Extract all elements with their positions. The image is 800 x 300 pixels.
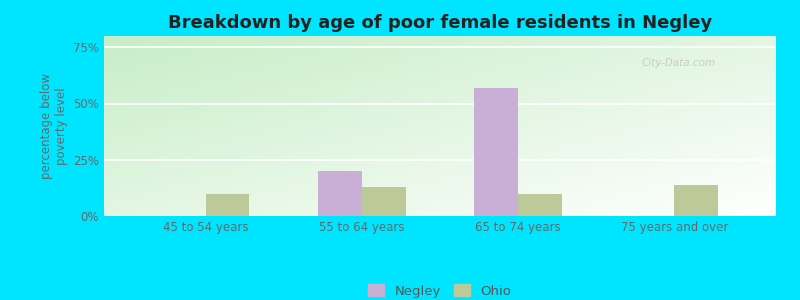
Bar <box>674 184 718 216</box>
Y-axis label: percentage below
poverty level: percentage below poverty level <box>39 73 67 179</box>
Bar <box>362 187 406 216</box>
Bar <box>318 171 362 216</box>
Title: Breakdown by age of poor female residents in Negley: Breakdown by age of poor female resident… <box>168 14 712 32</box>
Bar <box>474 88 518 216</box>
Text: City-Data.com: City-Data.com <box>642 58 716 68</box>
Bar <box>206 194 250 216</box>
Legend: Negley, Ohio: Negley, Ohio <box>363 279 517 300</box>
Bar <box>518 194 562 216</box>
